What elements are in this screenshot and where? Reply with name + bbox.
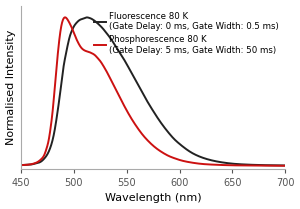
- Fluorescence 80 K
(Gate Delay: 0 ms, Gate Width: 0.5 ms): (463, 0.0146): 0 ms, Gate Width: 0.5 ms): (463, 0.0146): [33, 162, 36, 165]
- Fluorescence 80 K
(Gate Delay: 0 ms, Gate Width: 0.5 ms): (693, 0.00377): 0 ms, Gate Width: 0.5 ms): (693, 0.00377…: [276, 164, 280, 167]
- Fluorescence 80 K
(Gate Delay: 0 ms, Gate Width: 0.5 ms): (647, 0.0173): 0 ms, Gate Width: 0.5 ms): (647, 0.0173): [227, 162, 231, 164]
- Fluorescence 80 K
(Gate Delay: 0 ms, Gate Width: 0.5 ms): (450, 0.005): 0 ms, Gate Width: 0.5 ms): (450, 0.005): [19, 164, 23, 166]
- Line: Phosphorescence 80 K
(Gate Delay: 5 ms, Gate Width: 50 ms): Phosphorescence 80 K (Gate Delay: 5 ms, …: [21, 17, 285, 166]
- Phosphorescence 80 K
(Gate Delay: 5 ms, Gate Width: 50 ms): (647, 0.00448): 5 ms, Gate Width: 50 ms): (647, 0.00448): [227, 164, 231, 167]
- Phosphorescence 80 K
(Gate Delay: 5 ms, Gate Width: 50 ms): (695, 0.000663): 5 ms, Gate Width: 50 ms): (695, 0.000663…: [279, 164, 282, 167]
- Phosphorescence 80 K
(Gate Delay: 5 ms, Gate Width: 50 ms): (700, 0.001): 5 ms, Gate Width: 50 ms): (700, 0.001): [284, 164, 287, 167]
- Y-axis label: Normalised Intensity: Normalised Intensity: [6, 29, 16, 145]
- Phosphorescence 80 K
(Gate Delay: 5 ms, Gate Width: 50 ms): (572, 0.158): 5 ms, Gate Width: 50 ms): (572, 0.158): [148, 141, 152, 144]
- Fluorescence 80 K
(Gate Delay: 0 ms, Gate Width: 0.5 ms): (565, 0.489): 0 ms, Gate Width: 0.5 ms): (565, 0.489): [141, 92, 145, 94]
- Phosphorescence 80 K
(Gate Delay: 5 ms, Gate Width: 50 ms): (492, 1): 5 ms, Gate Width: 50 ms): (492, 1): [63, 16, 67, 19]
- Phosphorescence 80 K
(Gate Delay: 5 ms, Gate Width: 50 ms): (565, 0.209): 5 ms, Gate Width: 50 ms): (565, 0.209): [141, 134, 145, 136]
- Fluorescence 80 K
(Gate Delay: 0 ms, Gate Width: 0.5 ms): (572, 0.408): 0 ms, Gate Width: 0.5 ms): (572, 0.408): [148, 104, 152, 107]
- Phosphorescence 80 K
(Gate Delay: 5 ms, Gate Width: 50 ms): (693, 0.000751): 5 ms, Gate Width: 50 ms): (693, 0.000751…: [276, 164, 280, 167]
- X-axis label: Wavelength (nm): Wavelength (nm): [105, 194, 202, 203]
- Phosphorescence 80 K
(Gate Delay: 5 ms, Gate Width: 50 ms): (450, 0.005): 5 ms, Gate Width: 50 ms): (450, 0.005): [19, 164, 23, 166]
- Line: Fluorescence 80 K
(Gate Delay: 0 ms, Gate Width: 0.5 ms): Fluorescence 80 K (Gate Delay: 0 ms, Gat…: [21, 17, 285, 166]
- Fluorescence 80 K
(Gate Delay: 0 ms, Gate Width: 0.5 ms): (693, 0.00378): 0 ms, Gate Width: 0.5 ms): (693, 0.00378…: [276, 164, 279, 167]
- Phosphorescence 80 K
(Gate Delay: 5 ms, Gate Width: 50 ms): (463, 0.0174): 5 ms, Gate Width: 50 ms): (463, 0.0174): [33, 162, 36, 164]
- Fluorescence 80 K
(Gate Delay: 0 ms, Gate Width: 0.5 ms): (700, 0.003): 0 ms, Gate Width: 0.5 ms): (700, 0.003): [284, 164, 287, 167]
- Legend: Fluorescence 80 K
(Gate Delay: 0 ms, Gate Width: 0.5 ms), Phosphorescence 80 K
(: Fluorescence 80 K (Gate Delay: 0 ms, Gat…: [92, 10, 281, 56]
- Fluorescence 80 K
(Gate Delay: 0 ms, Gate Width: 0.5 ms): (512, 1): 0 ms, Gate Width: 0.5 ms): (512, 1): [85, 16, 89, 19]
- Phosphorescence 80 K
(Gate Delay: 5 ms, Gate Width: 50 ms): (693, 0.000759): 5 ms, Gate Width: 50 ms): (693, 0.000759…: [276, 164, 279, 167]
